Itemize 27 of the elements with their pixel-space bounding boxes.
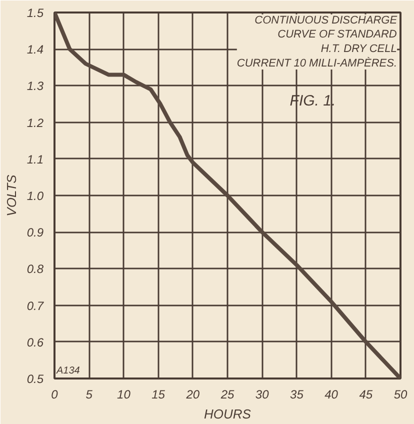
y-tick-label: 0.6 (26, 335, 44, 350)
y-tick-label: 1.1 (26, 152, 44, 166)
y-tick-label: 1.2 (26, 116, 44, 130)
x-tick-label: 10 (117, 388, 131, 402)
text: CONTINUOUS DISCHARGE CURVE OF STANDARD H.T. DRY CELL CURRENT 10 MILLI-AMPÈRES. (236, 14, 398, 70)
y-axis-title: VOLTS (4, 174, 19, 216)
x-tick-label: 35 (290, 388, 304, 402)
y-tick-label: 0.8 (26, 262, 44, 276)
y-tick-label: 1.0 (26, 189, 44, 203)
line-series (54, 12, 400, 378)
x-tick-label: 20 (185, 388, 200, 402)
x-tick-label: 5 (86, 388, 93, 402)
x-tick-label: 50 (394, 388, 408, 402)
x-tick-label: 0 (51, 388, 58, 402)
x-tick-label: 15 (152, 388, 166, 402)
x-tick-label: 30 (255, 388, 270, 402)
x-axis-title: HOURS (204, 406, 252, 422)
y-tick-label: 0.7 (26, 298, 45, 313)
x-tick-label: 25 (220, 388, 234, 402)
y-tick-label: 1.3 (26, 79, 44, 94)
x-tick-label: 45 (359, 388, 373, 402)
y-tick-label: 1.5 (26, 6, 44, 20)
y-tick-label: 1.4 (26, 42, 44, 57)
annotation: A134 (56, 366, 80, 376)
y-tick-label: 0.9 (26, 226, 44, 240)
x-tick-label: 40 (324, 388, 338, 402)
y-tick-label: 0.5 (26, 372, 44, 386)
